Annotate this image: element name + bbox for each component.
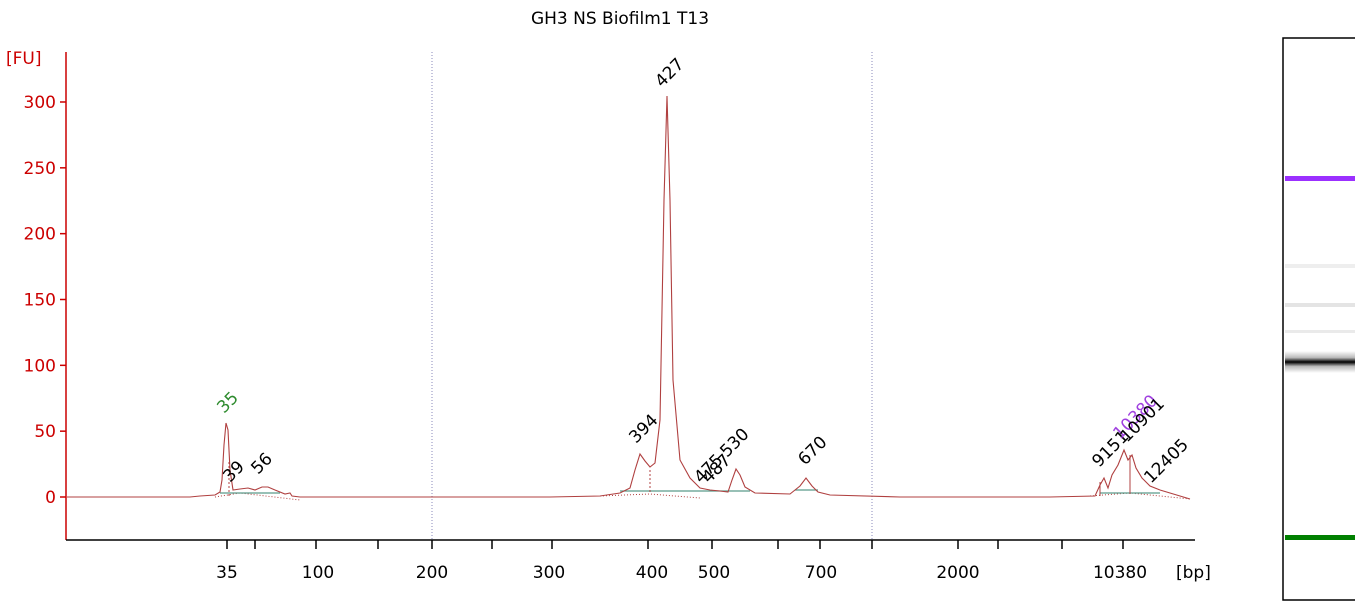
peak-label-56: 56 [247,449,276,478]
y-axis: 0 50 100 150 200 250 300 [24,52,67,540]
x-tick-label: 2000 [936,563,979,583]
chart-title: GH3 NS Biofilm1 T13 [531,9,709,29]
peak-label-12405: 12405 [1140,435,1192,487]
x-tick-label: 10380 [1093,563,1147,583]
gel-lane-frame [1282,37,1355,601]
peak-label-670: 670 [794,432,831,469]
x-tick-label: 100 [302,563,334,583]
x-tick-label: 400 [636,563,668,583]
x-tick-label: 500 [698,563,730,583]
gel-lane [1282,37,1355,601]
x-axis: 35 100 200 300 400 500 700 2000 10380 [66,539,1195,583]
gel-faint-band-1 [1285,264,1355,268]
y-tick-label: 150 [24,290,56,310]
gel-main-band [1285,351,1355,373]
peak-label-35: 35 [213,388,242,417]
gel-upper-marker [1285,176,1355,181]
gel-lower-marker [1285,535,1355,540]
y-tick-label: 250 [24,159,56,179]
dotted-gridlines [431,52,873,540]
x-tick-label: 200 [416,563,448,583]
y-tick-label: 100 [24,356,56,376]
gel-faint-band-2 [1285,303,1355,307]
peak-label-39: 39 [219,457,248,486]
y-tick-label: 50 [34,422,56,442]
x-axis-label: [bp] [1176,563,1211,583]
electropherogram-trace [67,95,1191,500]
y-axis-label: [FU] [6,49,42,69]
gel-faint-band-3 [1285,330,1355,333]
x-tick-label: 35 [216,563,238,583]
peak-baselines [214,489,1191,501]
y-tick-label: 300 [24,93,56,113]
peak-label-427: 427 [651,54,688,91]
y-tick-label: 0 [45,488,56,508]
x-tick-label: 700 [805,563,837,583]
x-tick-label: 300 [533,563,565,583]
y-tick-label: 200 [24,225,56,245]
peak-drop-lines [228,455,1131,496]
